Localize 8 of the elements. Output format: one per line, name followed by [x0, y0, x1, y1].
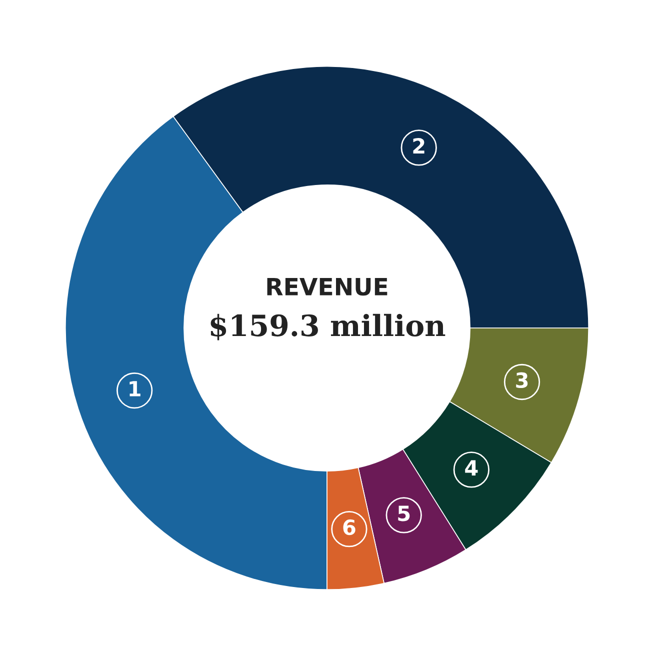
- slice-label: 3: [516, 372, 528, 388]
- slice-label: 1: [130, 381, 140, 396]
- text: $159.3 million: [210, 314, 446, 340]
- text: REVENUE: [267, 278, 388, 296]
- slice-label: 5: [398, 506, 410, 522]
- slice-label: 4: [465, 460, 478, 476]
- slice-label: 6: [343, 519, 356, 536]
- slice-label: 2: [413, 138, 424, 154]
